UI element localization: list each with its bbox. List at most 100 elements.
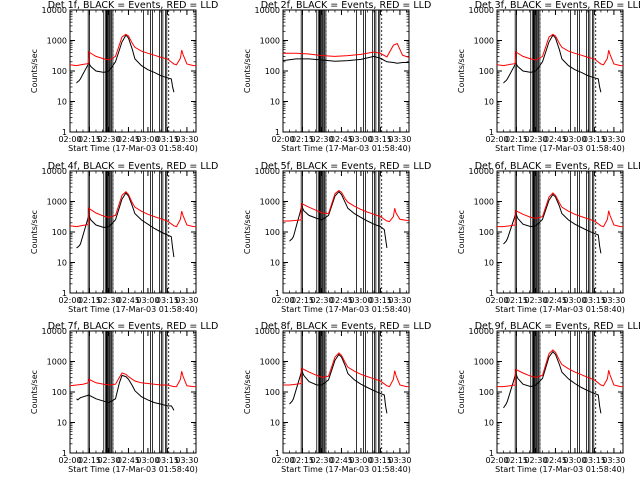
x-tick-label: 03:15 [369,135,392,144]
x-tick-label: 03:30 [175,456,198,465]
y-tick-label: 10 [270,98,280,107]
x-axis-label: Start Time (17-Mar-03 01:58:40) [281,144,411,153]
y-tick-label: 1000 [47,37,67,46]
x-tick-label: 02:30 [310,135,333,144]
y-axis-label: Counts/sec [457,49,466,93]
x-tick-label: 02:15 [78,135,101,144]
x-tick-label: 02:30 [97,296,120,305]
x-tick-label: 02:00 [58,456,81,465]
y-tick-label: 10 [57,419,67,428]
x-tick-label: 02:15 [505,135,528,144]
y-axis-label: Counts/sec [243,49,252,93]
x-tick-label: 03:15 [583,296,606,305]
y-tick-label: 10000 [255,167,280,176]
lld-series-line [283,189,409,223]
x-tick-label: 02:30 [97,456,120,465]
x-tick-label: 02:45 [544,456,567,465]
x-tick-label: 02:45 [544,135,567,144]
y-tick-label: 100 [479,388,494,397]
x-tick-label: 02:15 [505,296,528,305]
x-tick-label: 03:00 [349,456,372,465]
y-tick-label: 10 [57,98,67,107]
plot-frame [69,9,197,133]
panel-1: Det 1f, BLACK = Events, RED = LLD 1 10 100 1… [30,0,218,153]
y-tick-label: 1 [275,128,280,137]
y-tick-label: 10000 [42,167,67,176]
y-tick-label: 1000 [47,198,67,207]
x-tick-label: 02:00 [485,456,508,465]
y-tick-label: 100 [52,228,67,237]
x-tick-label: 02:30 [97,135,120,144]
x-tick-label: 02:30 [524,135,547,144]
x-tick-label: 02:00 [58,135,81,144]
panel-3: Det 3f, BLACK = Events, RED = LLD 1 10 100 1… [457,0,640,153]
panel-6: Det 6f, BLACK = Events, RED = LLD 1 10 100 1… [457,161,640,314]
plot-frame [69,170,197,294]
y-tick-label: 10 [484,419,494,428]
plot-frame [69,330,197,454]
y-axis-label: Counts/sec [30,210,39,254]
events-series-line [289,353,388,414]
y-tick-label: 1000 [47,358,67,367]
x-tick-label: 03:30 [602,456,625,465]
panel-5: Det 5f, BLACK = Events, RED = LLD 1 10 100 1… [243,161,431,314]
x-tick-label: 02:00 [271,456,294,465]
events-series-line [289,190,388,248]
x-tick-label: 02:00 [271,296,294,305]
x-axis-label: Start Time (17-Mar-03 01:58:40) [68,465,198,474]
plot-frame [496,9,624,133]
lld-series-line [283,42,410,58]
plot-frame [282,170,410,294]
panel-title: Det 2f, BLACK = Events, RED = LLD [261,0,432,11]
plot-frame [496,330,624,454]
x-tick-label: 02:00 [485,135,508,144]
x-tick-label: 03:00 [563,456,586,465]
y-tick-label: 100 [479,228,494,237]
y-tick-label: 10000 [469,167,494,176]
y-tick-label: 10 [484,98,494,107]
y-tick-label: 10 [57,259,67,268]
y-tick-label: 1 [62,449,67,458]
lld-series-line [69,33,196,67]
x-tick-label: 03:00 [136,135,159,144]
x-tick-label: 03:00 [563,296,586,305]
panel-8: Det 8f, BLACK = Events, RED = LLD 1 10 100 1… [243,321,431,474]
x-axis-label: Start Time (17-Mar-03 01:58:40) [68,144,198,153]
x-tick-label: 02:45 [330,296,353,305]
x-tick-label: 02:45 [330,456,353,465]
y-tick-label: 1000 [260,37,280,46]
x-tick-label: 03:15 [369,296,392,305]
x-tick-label: 02:45 [544,296,567,305]
x-tick-label: 02:15 [291,135,314,144]
panel-7: Det 7f, BLACK = Events, RED = LLD 1 10 100 1… [30,321,218,474]
x-tick-label: 02:15 [78,296,101,305]
panel-9: Det 9f, BLACK = Events, RED = LLD 1 10 100 1… [457,321,640,474]
y-axis-label: Counts/sec [243,210,252,254]
y-tick-label: 10000 [42,327,67,336]
y-axis-label: Counts/sec [30,49,39,93]
y-tick-label: 1000 [260,358,280,367]
y-tick-label: 1 [275,449,280,458]
plot-frame [496,170,624,294]
x-axis-label: Start Time (17-Mar-03 01:58:40) [68,305,198,314]
x-tick-label: 03:30 [388,135,411,144]
events-series-line [503,193,602,254]
events-series-line [503,34,602,93]
x-tick-label: 02:00 [485,296,508,305]
y-tick-label: 10000 [42,6,67,15]
lld-series-line [497,192,623,228]
y-tick-label: 10000 [469,327,494,336]
panel-title: Det 8f, BLACK = Events, RED = LLD [261,321,432,332]
y-tick-label: 100 [265,67,280,76]
y-tick-label: 1000 [474,37,494,46]
x-tick-label: 02:30 [524,456,547,465]
x-tick-label: 03:15 [369,456,392,465]
y-tick-label: 1000 [260,198,280,207]
x-tick-label: 03:15 [156,135,179,144]
y-tick-label: 100 [479,67,494,76]
x-tick-label: 03:30 [602,296,625,305]
x-tick-label: 02:45 [117,135,140,144]
panel-title: Det 9f, BLACK = Events, RED = LLD [475,321,640,332]
x-tick-label: 02:15 [78,456,101,465]
